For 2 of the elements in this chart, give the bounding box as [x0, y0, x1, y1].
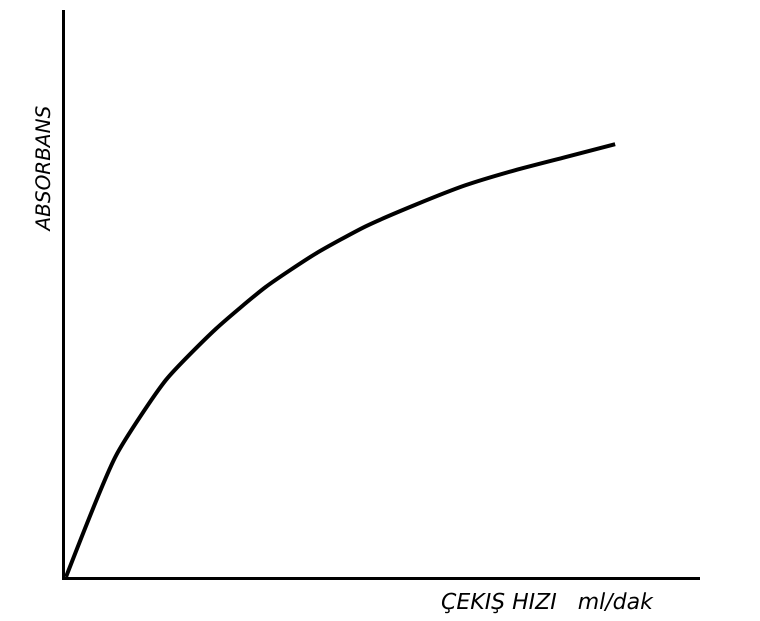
y-axis-title: ABSORBANS [31, 105, 56, 233]
x-axis-title: ÇEKIŞ HIZI ml/dak [441, 590, 654, 615]
